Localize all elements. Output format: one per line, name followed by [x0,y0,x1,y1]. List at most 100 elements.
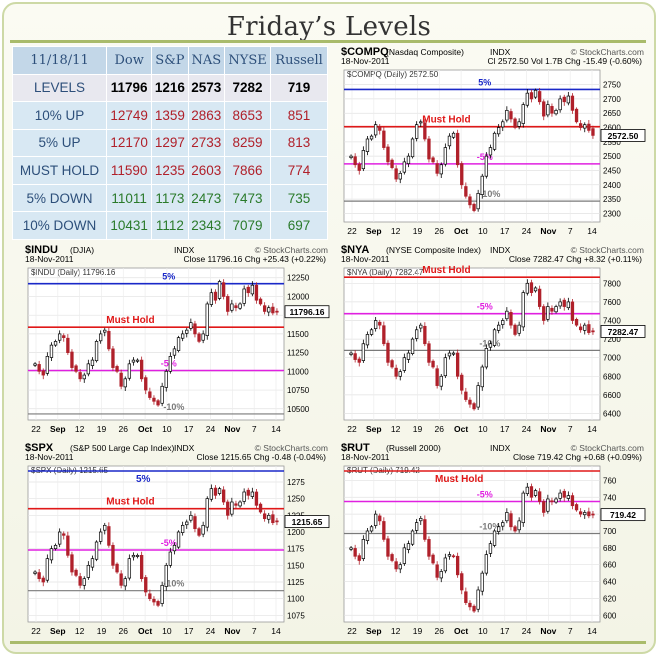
candle-body [365,334,370,346]
cell-value: 11796 [106,73,153,103]
x-tick-label: 19 [97,424,107,434]
candle-body [221,489,226,503]
col-nyse: NYSE [223,46,272,75]
candle-body [521,104,525,124]
x-tick-label: Nov [224,424,240,434]
candle-body [492,530,497,546]
candle-body [566,301,571,309]
candle-body [390,554,394,561]
candle-body [509,312,513,326]
candle-body [357,555,361,561]
candle-body [505,512,509,522]
candle-body [49,344,54,358]
candle-body [542,306,546,321]
candle-body [480,366,484,388]
candle-body [398,371,402,377]
level-label: -10% [479,522,500,532]
x-tick-label: 7 [568,626,573,636]
x-tick-label: 14 [587,626,597,636]
x-tick-label: 17 [184,626,194,636]
candle-body [135,554,140,557]
candle-body [537,491,542,502]
chart-stats: Close 11796.16 Chg +25.43 (+0.22%) [183,254,326,264]
candle-body [480,572,484,592]
y-tick-label: 11500 [287,330,309,339]
candle-body [562,96,566,103]
candle-body [529,486,534,498]
candle-body [476,385,480,408]
cell-value: 2343 [187,211,225,240]
candle-body [501,522,505,527]
x-tick-label: 26 [119,626,129,636]
candle-body [70,554,74,573]
level-label: -10% [163,402,184,412]
candle-body [525,486,530,495]
y-tick-label: 12000 [287,292,310,301]
candle-body [107,526,111,546]
col-sp: S&P [151,46,189,75]
y-tick-label: 1250 [287,495,305,504]
plot-area [343,69,601,223]
candle-body [382,130,386,148]
candle-body [242,491,246,502]
candle-body [369,135,374,140]
candle-body [74,569,78,576]
chart-source: © StockCharts.com [571,245,644,255]
chart-symbol: $COMPQ [341,46,389,58]
candle-body [66,337,70,353]
page-title: Friday’s Levels [226,12,432,42]
candle-body [496,127,501,135]
candle-body [41,577,45,583]
ten-down-row: 10% DOWN 10431 1112 2343 7079 697 [11,211,328,240]
chart-date: 18-Nov-2011 [25,254,74,264]
x-tick-label: 10 [478,226,488,236]
candle-body [427,539,431,557]
candle-body [254,284,259,301]
col-dow: Dow [106,46,153,75]
y-tick-label: 620 [603,594,617,603]
candle-body [185,521,189,526]
candle-body [587,324,591,333]
x-tick-label: 19 [413,226,423,236]
candle-body [217,281,222,299]
candle-body [423,519,427,540]
candle-body [361,343,366,361]
candle-body [119,573,123,586]
candle-body [378,515,382,522]
candle-body [447,554,452,557]
x-tick-label: Oct [454,424,468,434]
candle-body [115,563,119,573]
row-label: LEVELS [11,73,108,103]
x-tick-label: Sep [366,626,382,636]
candle-body [574,504,579,511]
levels-date: 11/18/11 [11,46,108,75]
candle-body [554,110,558,115]
candle-body [464,186,468,197]
candle-body [238,501,242,507]
candle-body [521,492,525,524]
cell-value: 12749 [106,101,153,130]
candle-body [455,555,460,576]
candle-body [94,541,99,560]
chart-symbol: $RUT [341,442,370,454]
candle-body [90,558,95,568]
candle-body [570,95,575,111]
candle-body [566,495,571,499]
x-tick-label: 26 [435,226,445,236]
candle-body [468,602,472,608]
candle-body [148,593,152,600]
cell-value: 7866 [223,156,272,185]
x-tick-label: 24 [206,424,216,434]
candle-body [57,531,62,545]
candle-body [419,121,423,124]
candle-body [550,307,554,312]
candle-body [238,303,242,309]
candle-body [172,544,177,552]
cell-value: 1359 [151,101,189,130]
chart-stats: Cl 2572.50 Vol 1.7B Chg -15.49 (-0.60%) [487,56,642,66]
candle-body [45,356,50,374]
x-tick-label: Nov [540,226,556,236]
candle-body [213,487,218,496]
cell-value: 1216 [151,73,189,103]
candle-body [496,324,501,331]
